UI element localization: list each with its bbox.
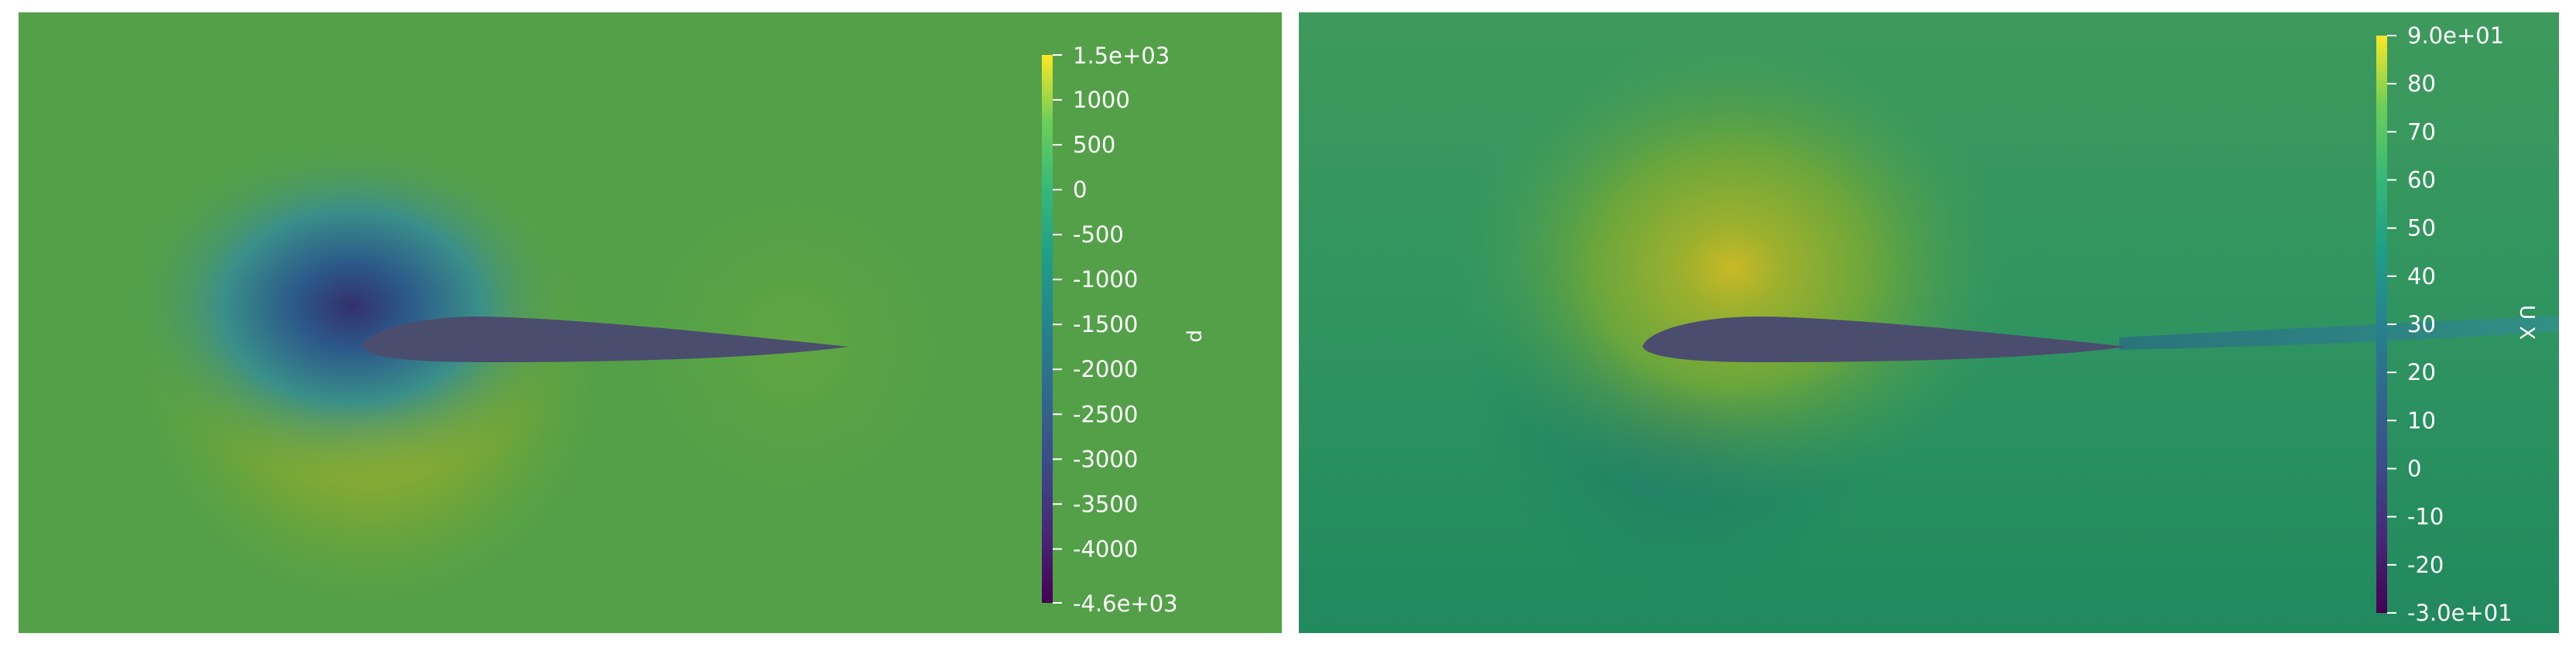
accelerated-flow-region bbox=[1299, 12, 2559, 633]
pressure-colorbar-title: p bbox=[1185, 330, 1208, 343]
velocity-x-tick-label: 30 bbox=[2407, 311, 2436, 337]
velocity-x-tick-label: -10 bbox=[2407, 504, 2444, 530]
pressure-min-label: -4.6e+03 bbox=[1073, 591, 1178, 617]
velocity-x-min-label: -3.0e+01 bbox=[2407, 600, 2513, 626]
pressure-tick-label: -4000 bbox=[1073, 536, 1138, 562]
airfoil-shape bbox=[1643, 316, 2127, 362]
pressure-tick-label: -3500 bbox=[1073, 491, 1138, 517]
velocity-x-colorbar: 80 70 60 50 40 30 20 10 0 -10 -20 9.0e+01 -3.0e+01… bbox=[2376, 22, 2538, 626]
velocity-x-tick-label: 0 bbox=[2407, 456, 2421, 482]
velocity-x-colorbar-title: U X bbox=[2515, 305, 2538, 340]
velocity-x-tick-label: 20 bbox=[2407, 359, 2436, 385]
pressure-contour-view: 1000 500 0 -500 -1000 -1500 -2000 -2500 -3000 -35… bbox=[19, 12, 1282, 633]
velocity-x-tick-label: -20 bbox=[2407, 552, 2444, 578]
suction-low-pressure-region bbox=[19, 12, 1282, 633]
velocity-x-contour-view: 80 70 60 50 40 30 20 10 0 -10 -20 9.0e+01 -3.0e+01… bbox=[1299, 12, 2559, 633]
velocity-x-tick-label: 70 bbox=[2407, 118, 2436, 145]
pressure-tick-label: -1000 bbox=[1073, 266, 1138, 293]
velocity-x-tick-label: 10 bbox=[2407, 407, 2436, 433]
pressure-tick-label: -2500 bbox=[1073, 401, 1138, 427]
pressure-field-panel: 1000 500 0 -500 -1000 -1500 -2000 -2500 -3000 -35… bbox=[19, 12, 1282, 633]
pressure-tick-label: -1500 bbox=[1073, 311, 1138, 337]
pressure-tick-label: -500 bbox=[1073, 221, 1124, 248]
pressure-tick-label: 0 bbox=[1073, 176, 1087, 203]
pressure-tick-label: -2000 bbox=[1073, 356, 1138, 382]
velocity-x-tick-label: 80 bbox=[2407, 70, 2436, 97]
pressure-colorbar-ticks: 1000 500 0 -500 -1000 -1500 -2000 -2500 -3000 -35… bbox=[1053, 87, 1138, 562]
velocity-x-tick-label: 40 bbox=[2407, 263, 2436, 289]
pressure-tick-label: -3000 bbox=[1073, 446, 1138, 472]
velocity-x-tick-label: 60 bbox=[2407, 167, 2436, 193]
pressure-tick-label: 1000 bbox=[1073, 87, 1130, 113]
velocity-x-field-panel: 80 70 60 50 40 30 20 10 0 -10 -20 9.0e+01 -3.0e+01… bbox=[1299, 12, 2559, 633]
pressure-tick-label: 500 bbox=[1073, 132, 1115, 158]
airfoil-shape bbox=[362, 316, 848, 362]
pressure-max-label: 1.5e+03 bbox=[1073, 43, 1170, 69]
velocity-x-tick-label: 50 bbox=[2407, 215, 2436, 241]
velocity-x-colorbar-ticks: 80 70 60 50 40 30 20 10 0 -10 -20 bbox=[2387, 70, 2444, 578]
velocity-x-max-label: 9.0e+01 bbox=[2407, 22, 2504, 49]
velocity-x-colorbar-gradient bbox=[2376, 36, 2387, 613]
pressure-colorbar: 1000 500 0 -500 -1000 -1500 -2000 -2500 -3000 -35… bbox=[1042, 43, 1208, 617]
wake-region bbox=[2119, 316, 2559, 350]
pressure-colorbar-gradient bbox=[1042, 55, 1053, 603]
